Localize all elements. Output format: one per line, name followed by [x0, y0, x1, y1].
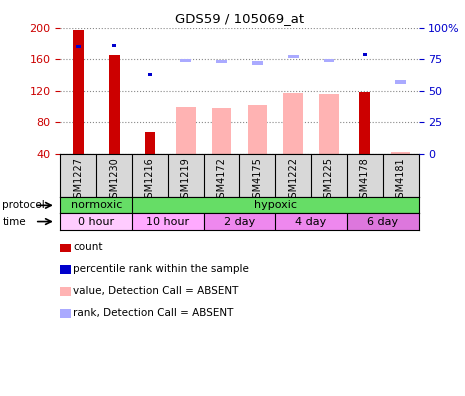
Text: GSM4172: GSM4172: [217, 157, 226, 204]
Bar: [180, 59, 191, 62]
Bar: [60, 197, 132, 213]
Bar: [283, 93, 303, 154]
Text: 6 day: 6 day: [367, 217, 398, 227]
Text: count: count: [73, 242, 103, 253]
Bar: [60, 213, 132, 230]
Text: GSM4181: GSM4181: [396, 157, 405, 204]
Bar: [247, 105, 267, 154]
Text: normoxic: normoxic: [71, 200, 122, 210]
Bar: [132, 197, 419, 213]
Title: GDS59 / 105069_at: GDS59 / 105069_at: [175, 12, 304, 25]
Bar: [176, 107, 196, 154]
Bar: [132, 213, 204, 230]
Bar: [252, 61, 263, 65]
Bar: [73, 30, 84, 154]
Bar: [391, 152, 411, 154]
Text: protocol: protocol: [2, 200, 45, 210]
Text: GSM4178: GSM4178: [360, 157, 370, 204]
Bar: [212, 108, 232, 154]
Bar: [112, 44, 116, 47]
Bar: [275, 213, 347, 230]
Bar: [76, 45, 80, 48]
Text: percentile rank within the sample: percentile rank within the sample: [73, 264, 249, 274]
Bar: [148, 73, 152, 76]
Bar: [359, 91, 370, 154]
Text: GSM1216: GSM1216: [145, 157, 155, 204]
Bar: [324, 59, 334, 62]
Bar: [347, 213, 418, 230]
Bar: [363, 53, 367, 56]
Text: rank, Detection Call = ABSENT: rank, Detection Call = ABSENT: [73, 308, 234, 318]
Text: 0 hour: 0 hour: [78, 217, 114, 227]
Text: GSM4175: GSM4175: [252, 157, 262, 204]
Bar: [204, 213, 275, 230]
Text: GSM1227: GSM1227: [73, 157, 83, 204]
Text: 2 day: 2 day: [224, 217, 255, 227]
Text: GSM1219: GSM1219: [181, 157, 191, 204]
Text: hypoxic: hypoxic: [254, 200, 297, 210]
Text: GSM1230: GSM1230: [109, 157, 119, 204]
Text: GSM1222: GSM1222: [288, 157, 298, 204]
Text: GSM1225: GSM1225: [324, 157, 334, 204]
Bar: [288, 55, 299, 58]
Bar: [145, 132, 155, 154]
Bar: [109, 55, 120, 154]
Text: 10 hour: 10 hour: [146, 217, 189, 227]
Bar: [319, 94, 339, 154]
Text: 4 day: 4 day: [295, 217, 327, 227]
Bar: [216, 60, 227, 63]
Bar: [395, 80, 406, 84]
Text: time: time: [2, 217, 26, 227]
Text: value, Detection Call = ABSENT: value, Detection Call = ABSENT: [73, 286, 239, 296]
